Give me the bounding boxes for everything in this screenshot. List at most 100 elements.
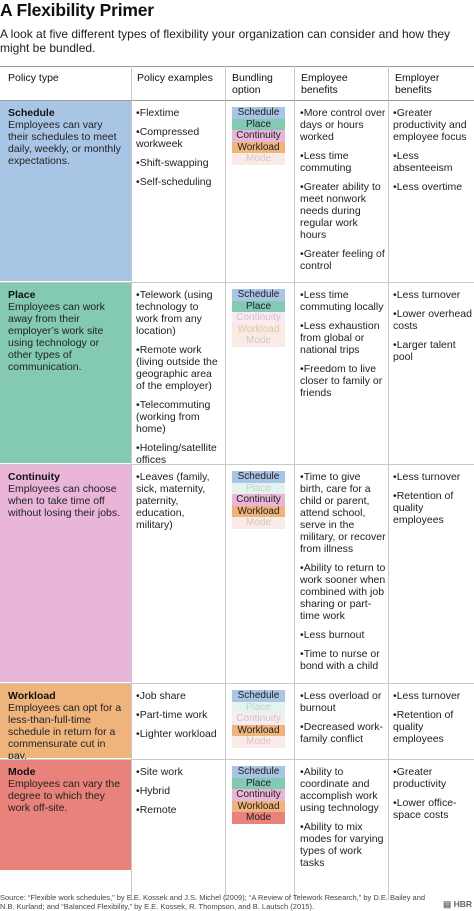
list-item: •Less time commuting bbox=[300, 150, 352, 174]
bundle-pill-place: Place bbox=[232, 300, 285, 312]
bundling-option-schedule: Schedule Place Continuity Workload Mode bbox=[232, 107, 285, 165]
bundling-option-workload: Schedule Place Continuity Workload Mode bbox=[232, 690, 285, 748]
list-item: •Flextime bbox=[136, 107, 180, 119]
brand-logo: ▤ HBR bbox=[443, 899, 472, 909]
header-employee-benefits: Employee benefits bbox=[301, 72, 348, 96]
bundle-pill-schedule: Schedule bbox=[232, 690, 285, 702]
column-divider bbox=[388, 66, 389, 900]
list-item: •Greater productivity and employee focus bbox=[393, 107, 467, 143]
policy-type-continuity: Continuity Employees can choose when to … bbox=[0, 465, 131, 682]
bundle-pill-continuity: Continuity bbox=[232, 494, 285, 506]
list-item: •Self-scheduling bbox=[136, 176, 212, 188]
employee-benefits-schedule: •More control over days or hours worked … bbox=[300, 107, 386, 279]
list-item: •Compressed workweek bbox=[136, 126, 200, 150]
bundle-pill-workload: Workload bbox=[232, 724, 285, 736]
row-divider bbox=[0, 464, 474, 465]
bundle-pill-place: Place bbox=[232, 482, 285, 494]
bundle-pill-place: Place bbox=[232, 701, 285, 713]
column-divider bbox=[131, 66, 132, 900]
row-divider bbox=[0, 759, 474, 760]
list-item: •Less burnout bbox=[300, 629, 365, 641]
policy-examples-workload: •Job share •Part-time work •Lighter work… bbox=[136, 690, 222, 747]
list-item: •Remote work (living outside the geograp… bbox=[136, 344, 218, 392]
list-item: •Less time commuting locally bbox=[300, 289, 384, 313]
list-item: •Ability to coordinate and accomplish wo… bbox=[300, 766, 379, 814]
list-item: •Retention of quality employees bbox=[393, 709, 454, 745]
list-item: •Remote bbox=[136, 804, 177, 816]
bundle-pill-schedule: Schedule bbox=[232, 289, 285, 301]
list-item: •Less overtime bbox=[393, 181, 463, 193]
employer-benefits-schedule: •Greater productivity and employee focus… bbox=[393, 107, 473, 200]
policy-type-description: Employees can work away from their emplo… bbox=[8, 301, 105, 373]
brand-label: HBR bbox=[453, 899, 472, 909]
page-title: A Flexibility Primer bbox=[0, 0, 154, 20]
policy-type-description: Employees can vary the degree to which t… bbox=[8, 778, 121, 814]
bundling-option-place: Schedule Place Continuity Workload Mode bbox=[232, 289, 285, 347]
policy-type-name: Place bbox=[8, 289, 36, 301]
policy-type-description: Employees can vary their schedules to me… bbox=[8, 119, 121, 167]
list-item: •Ability to return to work sooner when c… bbox=[300, 562, 386, 622]
policy-type-name: Workload bbox=[8, 690, 56, 702]
employer-benefits-workload: •Less turnover •Retention of quality emp… bbox=[393, 690, 473, 752]
list-item: •Part-time work bbox=[136, 709, 208, 721]
employer-benefits-continuity: •Less turnover •Retention of quality emp… bbox=[393, 471, 473, 533]
list-item: •Lighter workload bbox=[136, 728, 217, 740]
list-item: •Larger talent pool bbox=[393, 339, 456, 363]
list-item: •Telework (using technology to work from… bbox=[136, 289, 213, 337]
bundle-pill-continuity: Continuity bbox=[232, 713, 285, 725]
list-item: •More control over days or hours worked bbox=[300, 107, 386, 143]
list-item: •Site work bbox=[136, 766, 183, 778]
list-item: •Greater ability to meet nonwork needs d… bbox=[300, 181, 381, 241]
policy-type-name: Continuity bbox=[8, 471, 60, 483]
employee-benefits-place: •Less time commuting locally •Less exhau… bbox=[300, 289, 386, 406]
list-item: •Less turnover bbox=[393, 471, 461, 483]
bundle-pill-schedule: Schedule bbox=[232, 766, 285, 778]
employer-benefits-mode: •Greater productivity •Lower office-spac… bbox=[393, 766, 473, 828]
list-item: •Greater feeling of control bbox=[300, 248, 385, 272]
list-item: •Telecommuting (working from home) bbox=[136, 399, 211, 435]
employer-benefits-place: •Less turnover •Lower overhead costs •La… bbox=[393, 289, 473, 370]
list-item: •Less turnover bbox=[393, 690, 461, 702]
policy-type-schedule: Schedule Employees can vary their schedu… bbox=[0, 101, 131, 281]
header-employer-benefits: Employer benefits bbox=[395, 72, 440, 96]
bundle-pill-workload: Workload bbox=[232, 800, 285, 812]
list-item: •Hybrid bbox=[136, 785, 171, 797]
column-divider bbox=[225, 66, 226, 900]
policy-examples-mode: •Site work •Hybrid •Remote bbox=[136, 766, 222, 823]
list-item: •Greater productivity bbox=[393, 766, 447, 790]
list-item: •Retention of quality employees bbox=[393, 490, 454, 526]
page-subtitle: A look at five different types of flexib… bbox=[0, 27, 451, 55]
policy-type-place: Place Employees can work away from their… bbox=[0, 283, 131, 463]
bundle-pill-workload: Workload bbox=[232, 505, 285, 517]
employee-benefits-continuity: •Time to give birth, care for a child or… bbox=[300, 471, 386, 679]
list-item: •Leaves (family, sick, maternity, patern… bbox=[136, 471, 210, 531]
policy-type-name: Schedule bbox=[8, 107, 55, 119]
list-item: •Ability to mix modes for varying types … bbox=[300, 821, 384, 869]
bundle-pill-mode: Mode bbox=[232, 153, 285, 165]
list-item: •Less turnover bbox=[393, 289, 461, 301]
policy-type-workload: Workload Employees can opt for a less-th… bbox=[0, 684, 131, 762]
bundle-pill-continuity: Continuity bbox=[232, 789, 285, 801]
bundle-pill-workload: Workload bbox=[232, 323, 285, 335]
list-item: •Job share bbox=[136, 690, 186, 702]
bundle-pill-continuity: Continuity bbox=[232, 312, 285, 324]
table-top-rule bbox=[0, 66, 474, 67]
list-item: •Lower office-space costs bbox=[393, 797, 457, 821]
bundle-pill-mode: Mode bbox=[232, 517, 285, 529]
list-item: •Hoteling/satellite offices bbox=[136, 442, 217, 466]
row-divider bbox=[0, 683, 474, 684]
list-item: •Decreased work-family conflict bbox=[300, 721, 384, 745]
bundling-option-continuity: Schedule Place Continuity Workload Mode bbox=[232, 471, 285, 529]
source-note: Source: “Flexible work schedules,” by E.… bbox=[0, 893, 426, 911]
list-item: •Less exhaustion from global or national… bbox=[300, 320, 380, 356]
employee-benefits-workload: •Less overload or burnout •Decreased wor… bbox=[300, 690, 386, 752]
policy-type-mode: Mode Employees can vary the degree to wh… bbox=[0, 760, 131, 870]
list-item: •Freedom to live closer to family or fri… bbox=[300, 363, 383, 399]
policy-type-description: Employees can opt for a less-than-full-t… bbox=[8, 702, 122, 762]
bundle-pill-schedule: Schedule bbox=[232, 471, 285, 483]
list-item: •Shift-swapping bbox=[136, 157, 209, 169]
bundling-option-mode: Schedule Place Continuity Workload Mode bbox=[232, 766, 285, 824]
list-item: •Less absenteeism bbox=[393, 150, 453, 174]
bundle-pill-mode: Mode bbox=[232, 736, 285, 748]
header-bundling-option: Bundling option bbox=[232, 72, 273, 96]
